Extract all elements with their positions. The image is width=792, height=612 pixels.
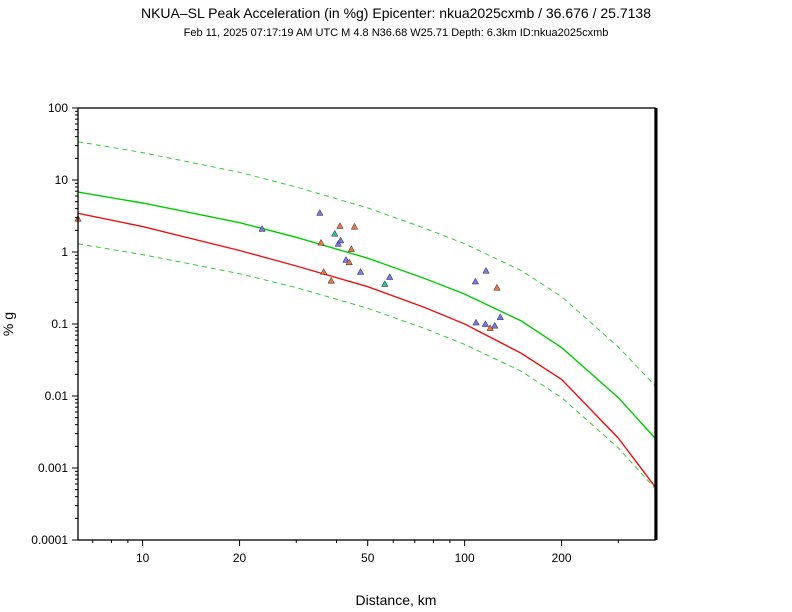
curve-layer — [77, 141, 656, 489]
curve-gmpe-3-sigma — [77, 243, 656, 489]
station-point — [350, 222, 359, 230]
station-point — [317, 238, 325, 246]
x-tick-label: 200 — [552, 551, 572, 565]
station-point — [258, 225, 266, 232]
y-tick-label: 100 — [48, 101, 68, 115]
station-point — [316, 209, 324, 216]
plot-frame — [77, 107, 656, 541]
station-point — [472, 318, 480, 326]
station-point — [327, 276, 335, 284]
axis-ticks: 100 10 1 0.1 0.01 0.001 0.0001 10 20 50 100 200 — [31, 101, 619, 565]
station-point — [496, 313, 504, 320]
station-point — [337, 236, 345, 244]
curve-gmpe-median — [77, 191, 656, 439]
station-point — [342, 256, 350, 263]
station-point — [334, 240, 342, 247]
curve-data-regression — [77, 212, 656, 488]
station-point — [471, 277, 480, 285]
station-point — [481, 320, 490, 327]
x-tick-label: 10 — [136, 551, 150, 565]
station-point — [347, 245, 356, 252]
x-tick-label: 20 — [233, 551, 247, 565]
station-point — [386, 273, 394, 280]
x-tick-label: 50 — [361, 551, 375, 565]
y-tick-label: 0.001 — [38, 461, 68, 475]
chart-title: NKUA–SL Peak Acceleration (in %g) Epicen… — [141, 5, 651, 21]
y-axis-title: % g — [0, 312, 16, 336]
station-point — [320, 268, 328, 275]
station-point — [356, 268, 365, 275]
y-tick-label: 0.1 — [51, 317, 68, 331]
station-point — [381, 280, 389, 287]
station-point — [331, 229, 339, 237]
station-point — [336, 222, 344, 229]
station-point — [493, 283, 501, 291]
station-point-layer — [74, 209, 504, 331]
y-tick-label: 1 — [61, 245, 68, 259]
station-point — [491, 321, 499, 329]
curve-gmpe-3-sigma — [77, 141, 656, 386]
x-axis-title: Distance, km — [356, 592, 437, 608]
y-tick-label: 10 — [55, 173, 69, 187]
x-tick-label: 100 — [455, 551, 475, 565]
y-tick-label: 0.0001 — [31, 533, 68, 547]
station-point — [345, 258, 353, 266]
chart-subtitle: Feb 11, 2025 07:17:19 AM UTC M 4.8 N36.6… — [184, 27, 609, 39]
station-point — [482, 266, 490, 274]
y-tick-label: 0.01 — [45, 389, 69, 403]
